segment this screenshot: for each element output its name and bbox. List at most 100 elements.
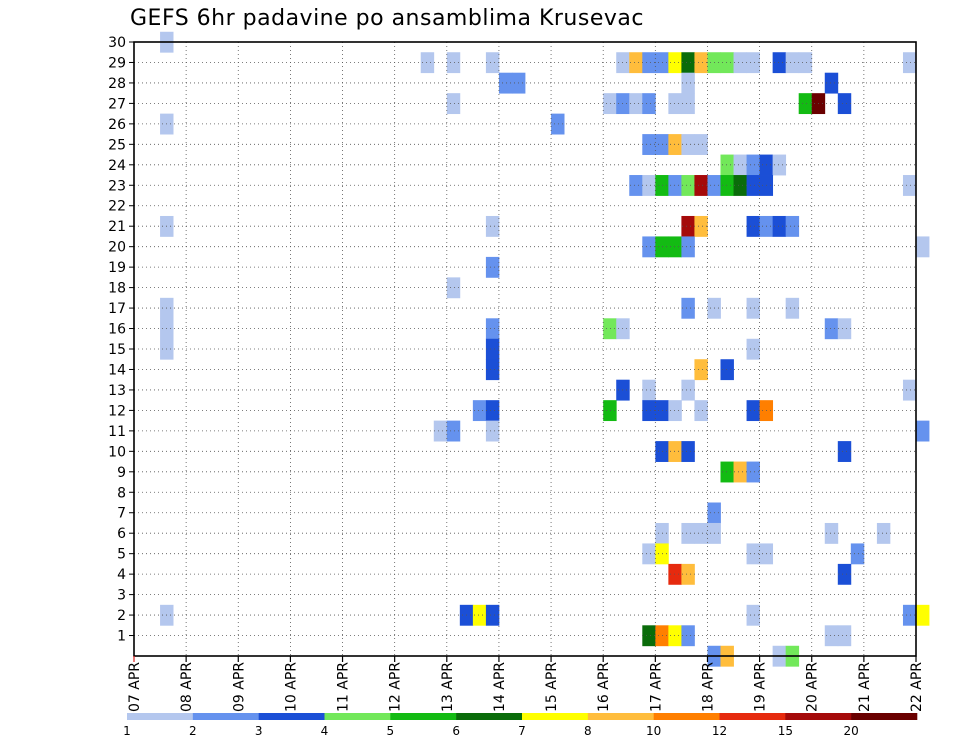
x-tick-label: 20 APR [805, 662, 821, 712]
legend-label: 20 [844, 724, 859, 738]
color-legend: 1 2 3 4 5 6 7 8 10 12 15 20 [123, 713, 918, 738]
heatmap-cell [824, 318, 839, 340]
heatmap-cell [694, 175, 708, 196]
y-tick-label: 29 [108, 55, 126, 71]
y-tick-label: 22 [108, 199, 126, 215]
heatmap-cell [668, 625, 682, 647]
legend-swatch [456, 713, 523, 720]
y-tick-label: 9 [117, 465, 126, 481]
legend-swatch [522, 713, 589, 720]
heatmap-cell [824, 72, 839, 94]
legend-label: 15 [778, 724, 793, 738]
heatmap-cell [668, 175, 682, 196]
legend-label: 5 [387, 724, 395, 738]
x-tick-label: 17 APR [648, 662, 664, 712]
x-tick-label: 10 APR [283, 662, 299, 712]
heatmap-cell [837, 93, 852, 115]
heatmap-cell [681, 297, 695, 319]
heatmap-cell [681, 441, 695, 462]
heatmap-cell [902, 604, 917, 626]
heatmap-cell [837, 318, 852, 340]
heatmap-cell [746, 400, 760, 422]
heatmap-cell [472, 400, 487, 422]
legend-label: 8 [584, 724, 592, 738]
heatmap-cell [642, 625, 656, 647]
heatmap-cell [694, 134, 708, 155]
heatmap-cell [746, 215, 760, 237]
y-tick-label: 16 [108, 322, 126, 338]
y-tick-label: 24 [108, 158, 126, 174]
heatmap-cell [420, 52, 435, 74]
heatmap-cell [824, 625, 839, 647]
x-tick-label: 18 APR [701, 662, 717, 712]
heatmap-cell [720, 175, 734, 196]
y-tick-label: 5 [117, 547, 126, 563]
heatmap-cell [485, 359, 500, 381]
heatmap-cell [629, 93, 643, 115]
y-tick-label: 21 [108, 219, 126, 235]
y-tick-label: 25 [108, 137, 126, 153]
grid-layer [134, 42, 916, 656]
y-tick-label: 11 [108, 424, 126, 440]
heatmap-cell [668, 134, 682, 155]
heatmap-cell [694, 359, 708, 381]
heatmap-cell [642, 52, 656, 74]
legend-swatch [390, 713, 457, 720]
heatmap-cell [785, 215, 800, 237]
heatmap-cell [720, 359, 734, 381]
heatmap-cell [916, 420, 930, 442]
legend-swatch [192, 713, 259, 720]
legend-label: 6 [452, 724, 460, 738]
heatmap-cell [746, 338, 760, 360]
heatmap-cell [681, 236, 695, 258]
legend-swatch [324, 713, 391, 720]
heatmap-cell [694, 52, 708, 74]
legend-swatch [653, 713, 720, 720]
heatmap-cell [746, 604, 760, 626]
heatmap-cell [733, 175, 747, 196]
heatmap-cell [733, 52, 747, 74]
heatmap-cell [746, 52, 760, 74]
heatmap-cell [485, 215, 500, 237]
heatmap-cell [668, 563, 682, 585]
heatmap-cell [720, 461, 734, 483]
heatmap-cell [681, 175, 695, 196]
x-tick-label: 15 APR [544, 662, 560, 712]
heatmap-cell [668, 52, 682, 74]
heatmap-cell [785, 297, 800, 319]
y-tick-label: 3 [117, 588, 126, 604]
heatmap-cell [733, 461, 747, 483]
heatmap-cell [485, 604, 500, 626]
chart-title: GEFS 6hr padavine po ansamblima Krusevac [130, 6, 644, 31]
x-tick-label: 21 APR [857, 662, 873, 712]
legend-swatch [587, 713, 654, 720]
heatmap-cell [681, 563, 695, 585]
heatmap-cell [916, 236, 930, 258]
x-tick-label: 22 APR [909, 662, 925, 712]
heatmap-cell [681, 134, 695, 155]
y-tick-label: 17 [108, 301, 126, 317]
heatmap-cell [642, 543, 656, 565]
y-tick-label: 4 [117, 567, 126, 583]
heatmap-cell [642, 379, 656, 401]
y-tick-label: 10 [108, 444, 126, 460]
x-tick-label: 19 APR [753, 662, 769, 712]
legend-label: 12 [712, 724, 727, 738]
heatmap-cell [668, 441, 682, 462]
heatmap-cell [446, 52, 461, 74]
heatmap-cell [837, 441, 852, 462]
x-tick-label: 09 APR [231, 662, 247, 712]
heatmap-cell [472, 604, 487, 626]
y-tick-label: 12 [108, 403, 126, 419]
y-tick-label: 19 [108, 260, 126, 276]
heatmap-cell [850, 543, 865, 565]
x-tick-label: 12 APR [388, 662, 404, 712]
heatmap-cell [681, 379, 695, 401]
heatmap-cell [681, 625, 695, 647]
y-tick-label: 20 [108, 240, 126, 256]
heatmap-cell [746, 543, 760, 565]
y-tick-label: 7 [117, 506, 126, 522]
heatmap-cell [772, 154, 787, 176]
heatmap-cell [916, 604, 930, 626]
y-tick-label: 8 [117, 485, 126, 501]
